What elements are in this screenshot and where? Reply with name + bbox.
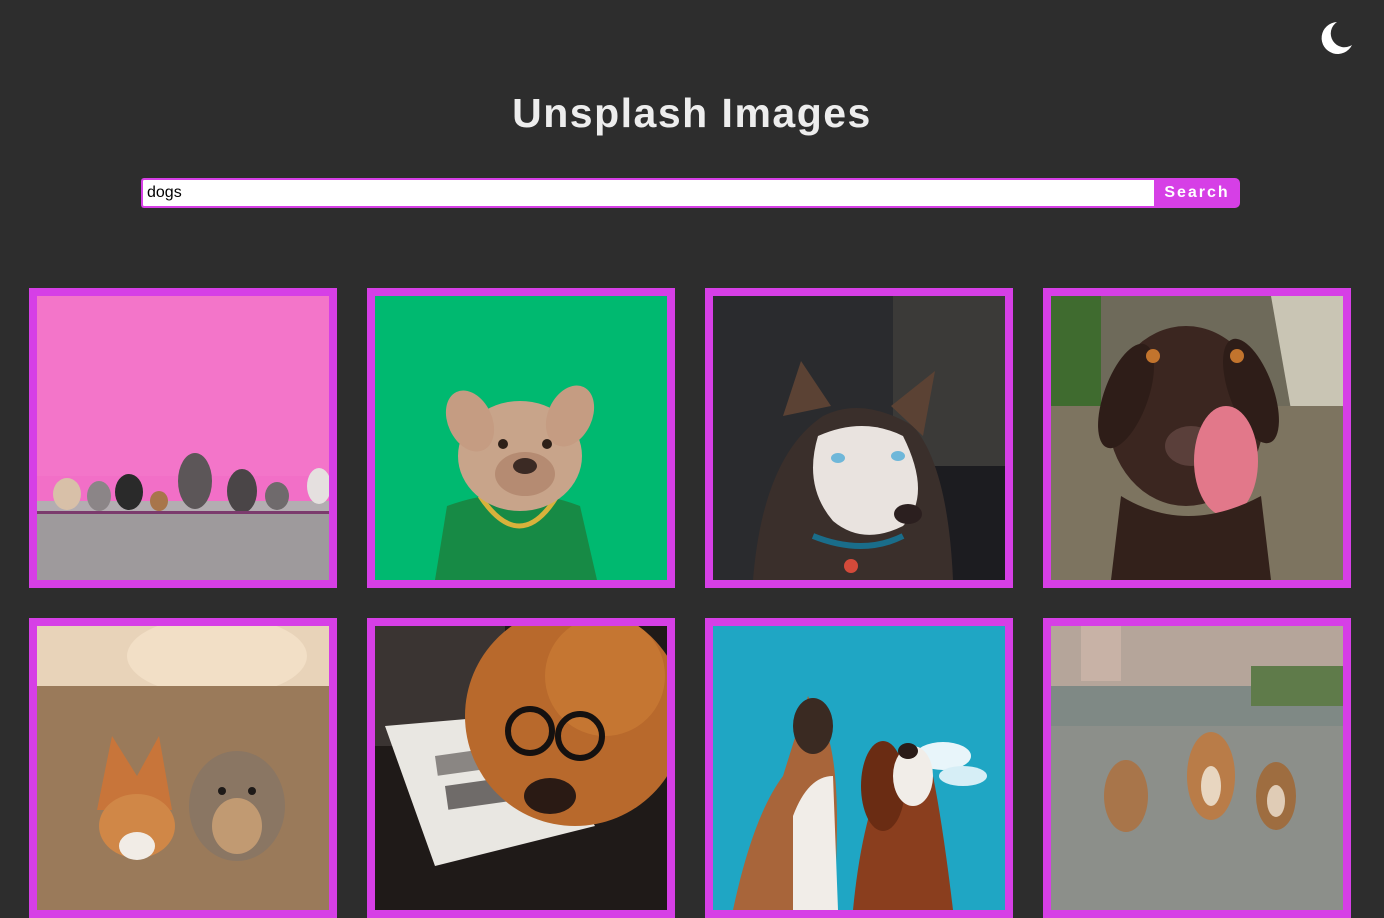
search-form: Search [141,178,1240,208]
gallery-image-card[interactable] [1043,288,1351,588]
dog-photo [1051,296,1343,580]
dog-photo [375,626,667,910]
search-button[interactable]: Search [1154,178,1240,208]
dog-photo [375,296,667,580]
gallery-image-card[interactable] [705,618,1013,918]
theme-toggle-button[interactable] [1316,18,1356,58]
dog-photo [713,296,1005,580]
dog-photo [37,296,329,580]
gallery-image-card[interactable] [705,288,1013,588]
gallery-image-card[interactable] [1043,618,1351,918]
gallery-image-card[interactable] [367,288,675,588]
gallery-image-card[interactable] [367,618,675,918]
image-gallery [29,288,1351,918]
moon-icon [1321,22,1352,54]
gallery-image-card[interactable] [29,618,337,918]
gallery-image-card[interactable] [29,288,337,588]
search-input[interactable] [141,178,1154,208]
dog-photo [1051,626,1343,910]
page-title: Unsplash Images [512,90,872,136]
dog-photo [713,626,1005,910]
dog-photo [37,626,329,910]
